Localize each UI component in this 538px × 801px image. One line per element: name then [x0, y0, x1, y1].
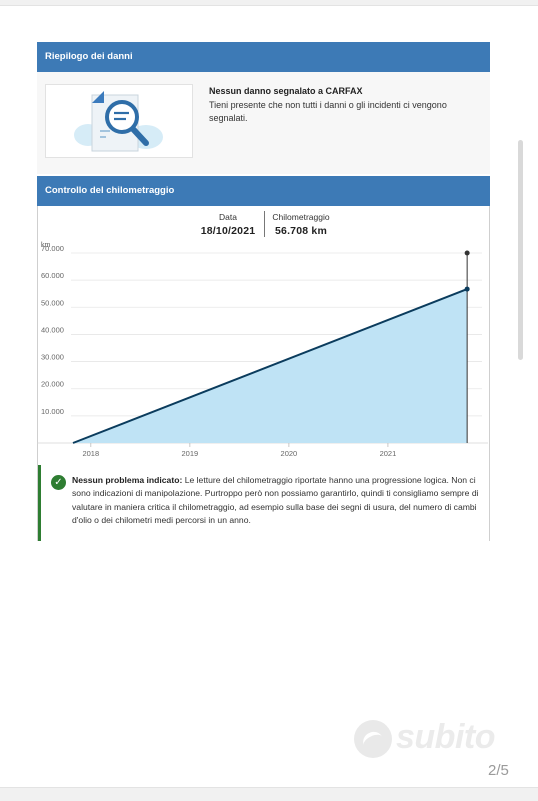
odometer-line	[72, 288, 468, 444]
y-tick-label: 50.000	[41, 298, 64, 307]
odometer-header: Controllo del chilometraggio	[37, 176, 490, 206]
result-title: Nessun problema indicato:	[72, 475, 183, 485]
subito-wordmark: subito	[396, 718, 495, 756]
result-text: Nessun problema indicato: Le letture del…	[72, 474, 480, 527]
y-tick-label: 40.000	[41, 325, 64, 334]
x-tick-label: 2020	[281, 449, 298, 458]
document-magnifier-icon	[45, 84, 193, 158]
km-label: Chilometraggio	[272, 212, 330, 222]
result-box: ✓ Nessun problema indicato: Le letture d…	[38, 465, 489, 541]
date-value: 18/10/2021	[200, 225, 256, 237]
y-tick-label: 20.000	[41, 380, 64, 389]
y-tick-label: 60.000	[41, 271, 64, 280]
highlight-marker-top-dot	[464, 250, 470, 256]
damage-summary-header: Riepilogo dei danni	[37, 42, 490, 72]
damage-summary-panel: Riepilogo dei danni Nessun danno segnala…	[37, 42, 490, 174]
y-axis-unit-label: km	[41, 242, 51, 249]
date-label: Data	[219, 212, 237, 222]
damage-summary-title: Nessun danno segnalato a CARFAX	[209, 86, 363, 96]
scrollbar[interactable]	[518, 140, 523, 360]
top-edge	[0, 0, 538, 6]
x-tick-label: 2021	[380, 449, 397, 458]
result-body: Le letture del chilometraggio riportate …	[72, 475, 479, 525]
y-tick-label: 10.000	[41, 407, 64, 416]
reading-separator	[264, 211, 265, 237]
km-value: 56.708 km	[274, 225, 327, 237]
damage-summary-text: Nessun danno segnalato a CARFAX Tieni pr…	[209, 85, 479, 125]
check-circle-icon: ✓	[51, 475, 66, 490]
subito-watermark: subito	[354, 718, 514, 762]
reading-km: Chilometraggio 56.708 km	[268, 212, 334, 237]
bottom-edge	[0, 787, 538, 801]
x-tick-label: 2018	[82, 449, 99, 458]
reading-date: Data 18/10/2021	[196, 212, 260, 237]
page-counter: 2/5	[488, 762, 509, 779]
subito-logo-icon	[354, 720, 392, 758]
damage-summary-body: Tieni presente che non tutti i danni o g…	[209, 100, 447, 123]
y-tick-label: 30.000	[41, 353, 64, 362]
data-point	[464, 286, 470, 292]
x-tick-label: 2019	[181, 449, 198, 458]
y-tick-label: 70.000	[41, 244, 64, 253]
